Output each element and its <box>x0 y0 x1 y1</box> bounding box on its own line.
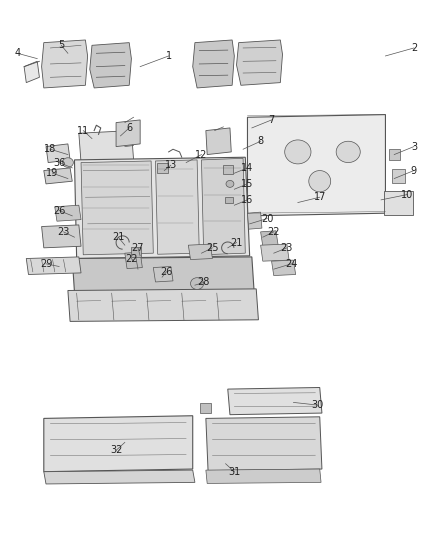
Polygon shape <box>26 257 81 274</box>
Polygon shape <box>72 257 254 292</box>
Polygon shape <box>46 144 70 163</box>
Ellipse shape <box>226 180 234 188</box>
Text: 12: 12 <box>195 150 208 159</box>
Text: 3: 3 <box>411 142 417 151</box>
Polygon shape <box>81 161 153 255</box>
Text: 32: 32 <box>110 446 122 455</box>
Polygon shape <box>44 470 195 484</box>
Text: 10: 10 <box>401 190 413 199</box>
Polygon shape <box>155 160 199 254</box>
Bar <box>223 165 233 174</box>
Polygon shape <box>68 289 258 321</box>
Text: 23: 23 <box>57 227 70 237</box>
Text: 21: 21 <box>230 238 243 247</box>
Bar <box>385 190 413 214</box>
Bar <box>156 163 167 173</box>
Text: 7: 7 <box>268 115 275 125</box>
Polygon shape <box>247 212 262 229</box>
Polygon shape <box>55 205 81 221</box>
Text: 21: 21 <box>112 232 124 242</box>
Ellipse shape <box>336 141 360 163</box>
Text: 24: 24 <box>285 259 297 269</box>
Polygon shape <box>44 416 193 472</box>
Polygon shape <box>206 128 231 155</box>
Bar <box>392 169 405 182</box>
Polygon shape <box>79 131 134 163</box>
Text: 29: 29 <box>40 259 52 269</box>
Text: 8: 8 <box>258 136 264 146</box>
Polygon shape <box>206 417 322 471</box>
Text: 11: 11 <box>77 126 89 135</box>
Polygon shape <box>228 387 322 415</box>
Polygon shape <box>272 260 296 276</box>
Polygon shape <box>261 244 289 261</box>
Polygon shape <box>247 115 385 216</box>
Polygon shape <box>42 225 81 248</box>
Polygon shape <box>24 61 39 83</box>
Text: 6: 6 <box>126 123 132 133</box>
Text: 36: 36 <box>53 158 65 167</box>
Ellipse shape <box>285 140 311 164</box>
Text: 17: 17 <box>314 192 326 202</box>
Text: 4: 4 <box>14 49 21 58</box>
Ellipse shape <box>309 171 331 192</box>
Bar <box>225 197 233 203</box>
Polygon shape <box>237 40 283 85</box>
Text: 26: 26 <box>53 206 65 215</box>
Polygon shape <box>74 157 250 259</box>
Polygon shape <box>42 40 88 88</box>
Text: 14: 14 <box>241 163 254 173</box>
Text: 30: 30 <box>311 400 324 410</box>
Text: 18: 18 <box>44 144 57 154</box>
Polygon shape <box>188 244 212 260</box>
Text: 23: 23 <box>281 243 293 253</box>
Text: 5: 5 <box>58 41 64 50</box>
Bar <box>389 149 399 160</box>
Text: 9: 9 <box>411 166 417 175</box>
Polygon shape <box>44 168 72 184</box>
Text: 26: 26 <box>160 267 173 277</box>
Bar <box>131 247 141 257</box>
Text: 15: 15 <box>241 179 254 189</box>
Text: 27: 27 <box>132 243 144 253</box>
Ellipse shape <box>191 278 204 289</box>
Text: 25: 25 <box>206 243 219 253</box>
Text: 13: 13 <box>165 160 177 170</box>
Polygon shape <box>116 120 140 147</box>
Ellipse shape <box>62 158 73 167</box>
Text: 19: 19 <box>46 168 59 178</box>
Polygon shape <box>193 40 234 88</box>
Polygon shape <box>153 266 173 282</box>
Polygon shape <box>206 469 321 483</box>
Text: 31: 31 <box>228 467 240 477</box>
Bar <box>200 403 211 413</box>
Text: 22: 22 <box>268 227 280 237</box>
Polygon shape <box>201 158 245 255</box>
Polygon shape <box>90 43 131 88</box>
Text: 2: 2 <box>411 43 417 53</box>
Text: 16: 16 <box>241 195 254 205</box>
Text: 1: 1 <box>166 51 172 61</box>
Polygon shape <box>261 231 278 246</box>
Polygon shape <box>125 252 142 269</box>
Text: 22: 22 <box>125 254 138 263</box>
Text: 20: 20 <box>261 214 273 223</box>
Text: 28: 28 <box>198 278 210 287</box>
